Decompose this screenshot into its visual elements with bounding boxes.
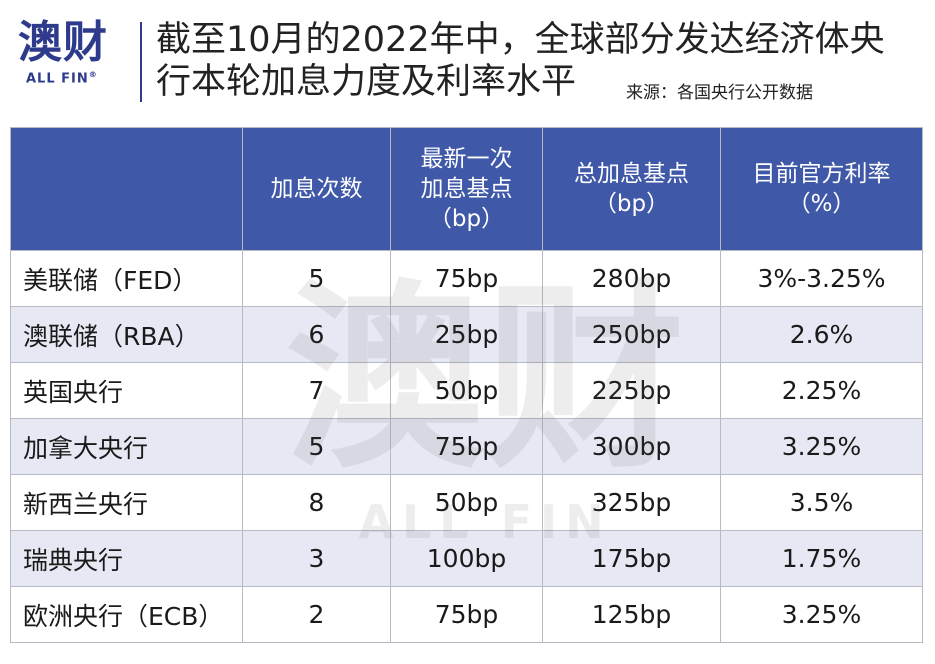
bank-name-cell: 欧洲央行（ECB） bbox=[10, 586, 243, 643]
page-title-line1: 截至10月的2022年中，全球部分发达经济体央 bbox=[156, 20, 885, 60]
table-body: 美联储（FED） 5 75bp 280bp 3%-3.25% 澳联储（RBA） 6 25bp 2… bbox=[10, 250, 923, 643]
hike-count-cell: 6 bbox=[242, 306, 391, 363]
latest-hike-cell: 25bp bbox=[390, 306, 543, 363]
hike-count-cell: 2 bbox=[242, 586, 391, 643]
logo-chinese: 澳财 bbox=[18, 17, 108, 68]
latest-hike-cell: 50bp bbox=[390, 362, 543, 419]
total-hike-cell: 175bp bbox=[542, 530, 721, 587]
hike-count-cell: 3 bbox=[242, 530, 391, 587]
column-header-2: 最新一次 加息基点 （bp） bbox=[390, 127, 543, 251]
hike-count-cell: 5 bbox=[242, 250, 391, 307]
column-header-3: 总加息基点 （bp） bbox=[542, 127, 721, 251]
official-rate-cell: 3.25% bbox=[720, 586, 923, 643]
table-header: 加息次数 最新一次 加息基点 （bp） 总加息基点 （bp） 目前官方利率 （%） bbox=[10, 127, 923, 251]
official-rate-cell: 3.25% bbox=[720, 418, 923, 475]
column-header-0 bbox=[10, 127, 243, 251]
bank-name-cell: 美联储（FED） bbox=[10, 250, 243, 307]
table-row: 新西兰央行 8 50bp 325bp 3.5% bbox=[10, 474, 923, 531]
column-header-1: 加息次数 bbox=[242, 127, 391, 251]
bank-name-cell: 加拿大央行 bbox=[10, 418, 243, 475]
total-hike-cell: 125bp bbox=[542, 586, 721, 643]
hike-count-cell: 5 bbox=[242, 418, 391, 475]
total-hike-cell: 280bp bbox=[542, 250, 721, 307]
table-row: 瑞典央行 3 100bp 175bp 1.75% bbox=[10, 530, 923, 587]
bank-name-cell: 瑞典央行 bbox=[10, 530, 243, 587]
bank-name-cell: 英国央行 bbox=[10, 362, 243, 419]
hike-count-cell: 7 bbox=[242, 362, 391, 419]
bank-name-cell: 澳联储（RBA） bbox=[10, 306, 243, 363]
latest-hike-cell: 75bp bbox=[390, 250, 543, 307]
rate-table: 加息次数 最新一次 加息基点 （bp） 总加息基点 （bp） 目前官方利率 （%） 美… bbox=[10, 127, 923, 643]
logo-english-text: ALL FIN bbox=[26, 71, 89, 87]
total-hike-cell: 300bp bbox=[542, 418, 721, 475]
brand-logo: 澳财 ALL FIN® bbox=[18, 18, 136, 102]
table-row: 欧洲央行（ECB） 2 75bp 125bp 3.25% bbox=[10, 586, 923, 643]
bank-name-cell: 新西兰央行 bbox=[10, 474, 243, 531]
official-rate-cell: 3.5% bbox=[720, 474, 923, 531]
logo-english: ALL FIN® bbox=[26, 70, 136, 86]
header-divider bbox=[140, 22, 142, 102]
rate-table-wrapper: 加息次数 最新一次 加息基点 （bp） 总加息基点 （bp） 目前官方利率 （%） 美… bbox=[10, 127, 923, 643]
official-rate-cell: 3%-3.25% bbox=[720, 250, 923, 307]
official-rate-cell: 1.75% bbox=[720, 530, 923, 587]
official-rate-cell: 2.6% bbox=[720, 306, 923, 363]
total-hike-cell: 250bp bbox=[542, 306, 721, 363]
latest-hike-cell: 75bp bbox=[390, 418, 543, 475]
latest-hike-cell: 100bp bbox=[390, 530, 543, 587]
source-note: 来源：各国央行公开数据 bbox=[626, 83, 813, 103]
column-header-4: 目前官方利率 （%） bbox=[720, 127, 923, 251]
header: 澳财 ALL FIN® 截至10月的2022年中，全球部分发达经济体央 行本轮加… bbox=[0, 0, 935, 118]
table-row: 美联储（FED） 5 75bp 280bp 3%-3.25% bbox=[10, 250, 923, 307]
hike-count-cell: 8 bbox=[242, 474, 391, 531]
table-row: 英国央行 7 50bp 225bp 2.25% bbox=[10, 362, 923, 419]
latest-hike-cell: 75bp bbox=[390, 586, 543, 643]
table-header-row: 加息次数 最新一次 加息基点 （bp） 总加息基点 （bp） 目前官方利率 （%） bbox=[10, 127, 923, 251]
latest-hike-cell: 50bp bbox=[390, 474, 543, 531]
total-hike-cell: 225bp bbox=[542, 362, 721, 419]
table-row: 加拿大央行 5 75bp 300bp 3.25% bbox=[10, 418, 923, 475]
registered-mark: ® bbox=[88, 70, 98, 79]
total-hike-cell: 325bp bbox=[542, 474, 721, 531]
table-row: 澳联储（RBA） 6 25bp 250bp 2.6% bbox=[10, 306, 923, 363]
page-title-line2: 行本轮加息力度及利率水平 bbox=[156, 62, 577, 102]
official-rate-cell: 2.25% bbox=[720, 362, 923, 419]
